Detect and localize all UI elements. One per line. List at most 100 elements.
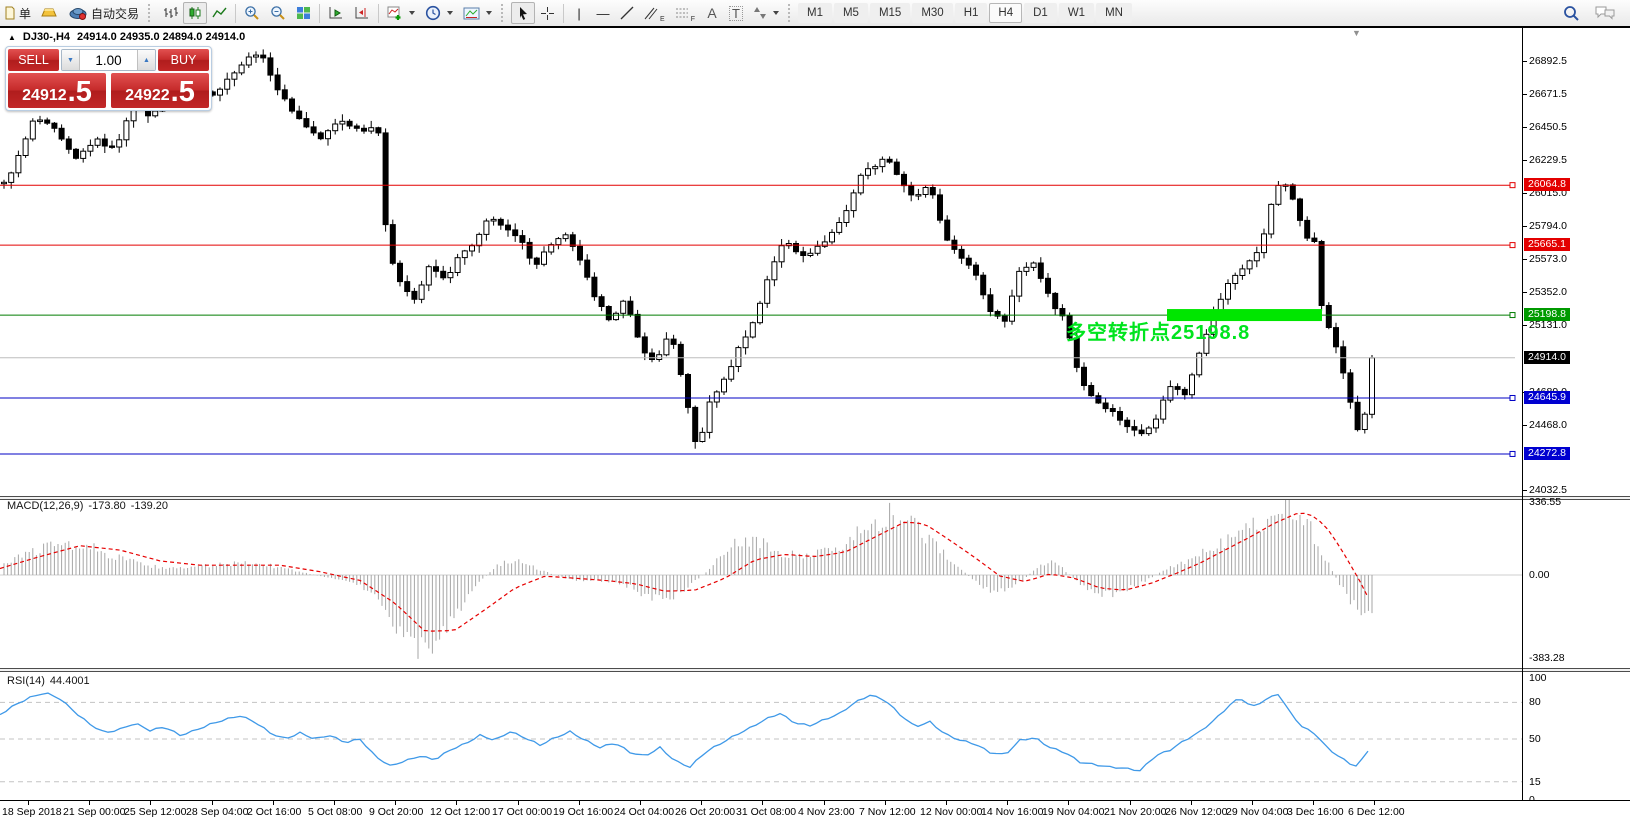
- time-axis-tick-mark: [1191, 801, 1192, 805]
- timeframe-d1[interactable]: D1: [1024, 3, 1057, 23]
- time-axis-label: 31 Oct 08:00: [736, 806, 797, 818]
- buy-price-button[interactable]: 24922 .5: [111, 73, 209, 108]
- chart-shift-button[interactable]: [349, 2, 375, 24]
- timeframe-m15[interactable]: M15: [869, 3, 911, 23]
- rsi-pane-canvas[interactable]: [0, 672, 1522, 800]
- sell-price-frac: .5: [67, 76, 92, 109]
- zoom-in-button[interactable]: [239, 2, 265, 24]
- macd-signal-line[interactable]: [0, 512, 1369, 632]
- time-axis-label: 18 Sep 2018: [2, 806, 62, 818]
- line-endpoint-marker[interactable]: [1509, 312, 1516, 319]
- label-tool-icon: T: [729, 5, 743, 21]
- toolbar-separator: [378, 3, 380, 23]
- collapse-panel-icon[interactable]: ▲: [8, 32, 16, 42]
- arrows-tool-button[interactable]: [748, 2, 784, 24]
- sell-price-button[interactable]: 24912 .5: [8, 73, 106, 108]
- timeframe-m5[interactable]: M5: [833, 3, 868, 23]
- periods-button[interactable]: [420, 2, 458, 24]
- price-axis-tick: 24468.0: [1529, 419, 1567, 431]
- price-badge[interactable]: 26064.8: [1524, 178, 1570, 191]
- toolbar-grip: [787, 4, 795, 22]
- indicators-button[interactable]: [382, 2, 420, 24]
- toolbar-separator: [563, 3, 565, 23]
- timeframe-mn[interactable]: MN: [1096, 3, 1132, 23]
- bar-chart-icon: [164, 7, 179, 18]
- toolbar-separator: [319, 3, 321, 23]
- cursor-tool-button[interactable]: [511, 2, 536, 24]
- fibonacci-icon: [675, 8, 688, 18]
- time-axis[interactable]: 18 Sep 2018 21 Sep 00:00 25 Sep 12:00 28 Se…: [0, 800, 1630, 822]
- sell-button[interactable]: SELL: [8, 49, 59, 71]
- timeframe-h4[interactable]: H4: [989, 3, 1023, 23]
- line-endpoint-marker[interactable]: [1509, 242, 1516, 249]
- price-axis-tick-mark: [1523, 425, 1527, 426]
- fibonacci-tool-button[interactable]: F: [670, 2, 700, 24]
- rsi-line[interactable]: [0, 692, 1369, 772]
- main-chart-canvas[interactable]: [0, 28, 1522, 496]
- timeframe-h1[interactable]: H1: [954, 3, 988, 23]
- new-order-button[interactable]: 单: [0, 2, 36, 24]
- line-endpoint-marker[interactable]: [1509, 394, 1516, 401]
- time-axis-label: 5 Oct 08:00: [308, 806, 363, 818]
- horizontal-line-tool-button[interactable]: —: [591, 2, 615, 24]
- timeframe-m1[interactable]: M1: [797, 3, 832, 23]
- line-chart-button[interactable]: [207, 2, 232, 24]
- ohlc-values: 24914.0 24935.0 24894.0 24914.0: [77, 31, 246, 43]
- rsi-axis-tick: 50: [1529, 733, 1541, 745]
- time-axis-label: 19 Nov 04:00: [1042, 806, 1105, 818]
- macd-label: MACD(12,26,9) -173.80 -139.20: [7, 500, 168, 512]
- volume-input[interactable]: 1.00: [80, 50, 137, 70]
- label-tool-button[interactable]: T: [724, 2, 748, 24]
- new-order-icon: [5, 6, 15, 20]
- candlestick-chart-button[interactable]: [183, 2, 208, 24]
- cursor-icon: [520, 6, 528, 20]
- time-axis-label: 4 Nov 23:00: [798, 806, 855, 818]
- trendline-tool-button[interactable]: [615, 2, 639, 24]
- highlight-zone-rect[interactable]: [1167, 309, 1322, 322]
- buy-button[interactable]: BUY: [158, 49, 209, 71]
- timeframe-w1[interactable]: W1: [1058, 3, 1095, 23]
- price-badge[interactable]: 25665.1: [1524, 238, 1570, 251]
- time-axis-tick-mark: [885, 801, 886, 805]
- vertical-line-tool-button[interactable]: |: [567, 2, 591, 24]
- templates-button[interactable]: [458, 2, 497, 24]
- price-axis-tick-mark: [1523, 292, 1527, 293]
- text-tool-button[interactable]: A: [700, 2, 724, 24]
- pane-splitter[interactable]: [0, 668, 1630, 672]
- auto-scroll-button[interactable]: [323, 2, 349, 24]
- rsi-axis-tick: 15: [1529, 776, 1541, 788]
- volume-increase-button[interactable]: ▲: [137, 50, 155, 70]
- bar-chart-button[interactable]: [158, 2, 183, 24]
- time-axis-tick-mark: [824, 801, 825, 805]
- macd-name: MACD(12,26,9): [7, 500, 84, 512]
- price-badge[interactable]: 24272.8: [1524, 447, 1570, 460]
- zoom-out-button[interactable]: [265, 2, 291, 24]
- price-badge[interactable]: 24645.9: [1524, 391, 1570, 404]
- rsi-label: RSI(14) 44.4001: [7, 675, 90, 687]
- autotrading-button[interactable]: 自动交易: [64, 2, 144, 24]
- time-axis-tick-mark: [1374, 801, 1375, 805]
- timeframe-m30[interactable]: M30: [912, 3, 953, 23]
- volume-decrease-button[interactable]: ▼: [62, 50, 80, 70]
- toolbar: 单 自动交易: [0, 0, 1630, 26]
- line-endpoint-marker[interactable]: [1509, 182, 1516, 189]
- trend-annotation-text[interactable]: 多空转折点25198.8: [1066, 322, 1251, 344]
- price-badge[interactable]: 24914.0: [1524, 351, 1570, 364]
- price-axis-tick-mark: [1523, 61, 1527, 62]
- chat-icon[interactable]: [1594, 5, 1616, 21]
- channel-tool-button[interactable]: E: [639, 2, 670, 24]
- crosshair-tool-button[interactable]: [535, 2, 560, 24]
- price-badge[interactable]: 25198.8: [1524, 308, 1570, 321]
- macd-axis-tick: -383.28: [1529, 652, 1565, 664]
- price-axis-tick-mark: [1523, 193, 1527, 194]
- line-endpoint-marker[interactable]: [1509, 450, 1516, 457]
- fibo-sub-label: F: [690, 16, 695, 23]
- symbol-period-label: DJ30-,H4: [22, 31, 70, 43]
- search-icon[interactable]: [1563, 5, 1580, 22]
- macd-pane-canvas[interactable]: [0, 500, 1522, 668]
- pane-splitter[interactable]: [0, 496, 1630, 500]
- chart-shift-marker-icon[interactable]: ▼: [1352, 28, 1361, 38]
- market-watch-button[interactable]: [36, 2, 64, 24]
- horizontal-line-objects: [0, 182, 1516, 457]
- tile-windows-button[interactable]: [291, 2, 316, 24]
